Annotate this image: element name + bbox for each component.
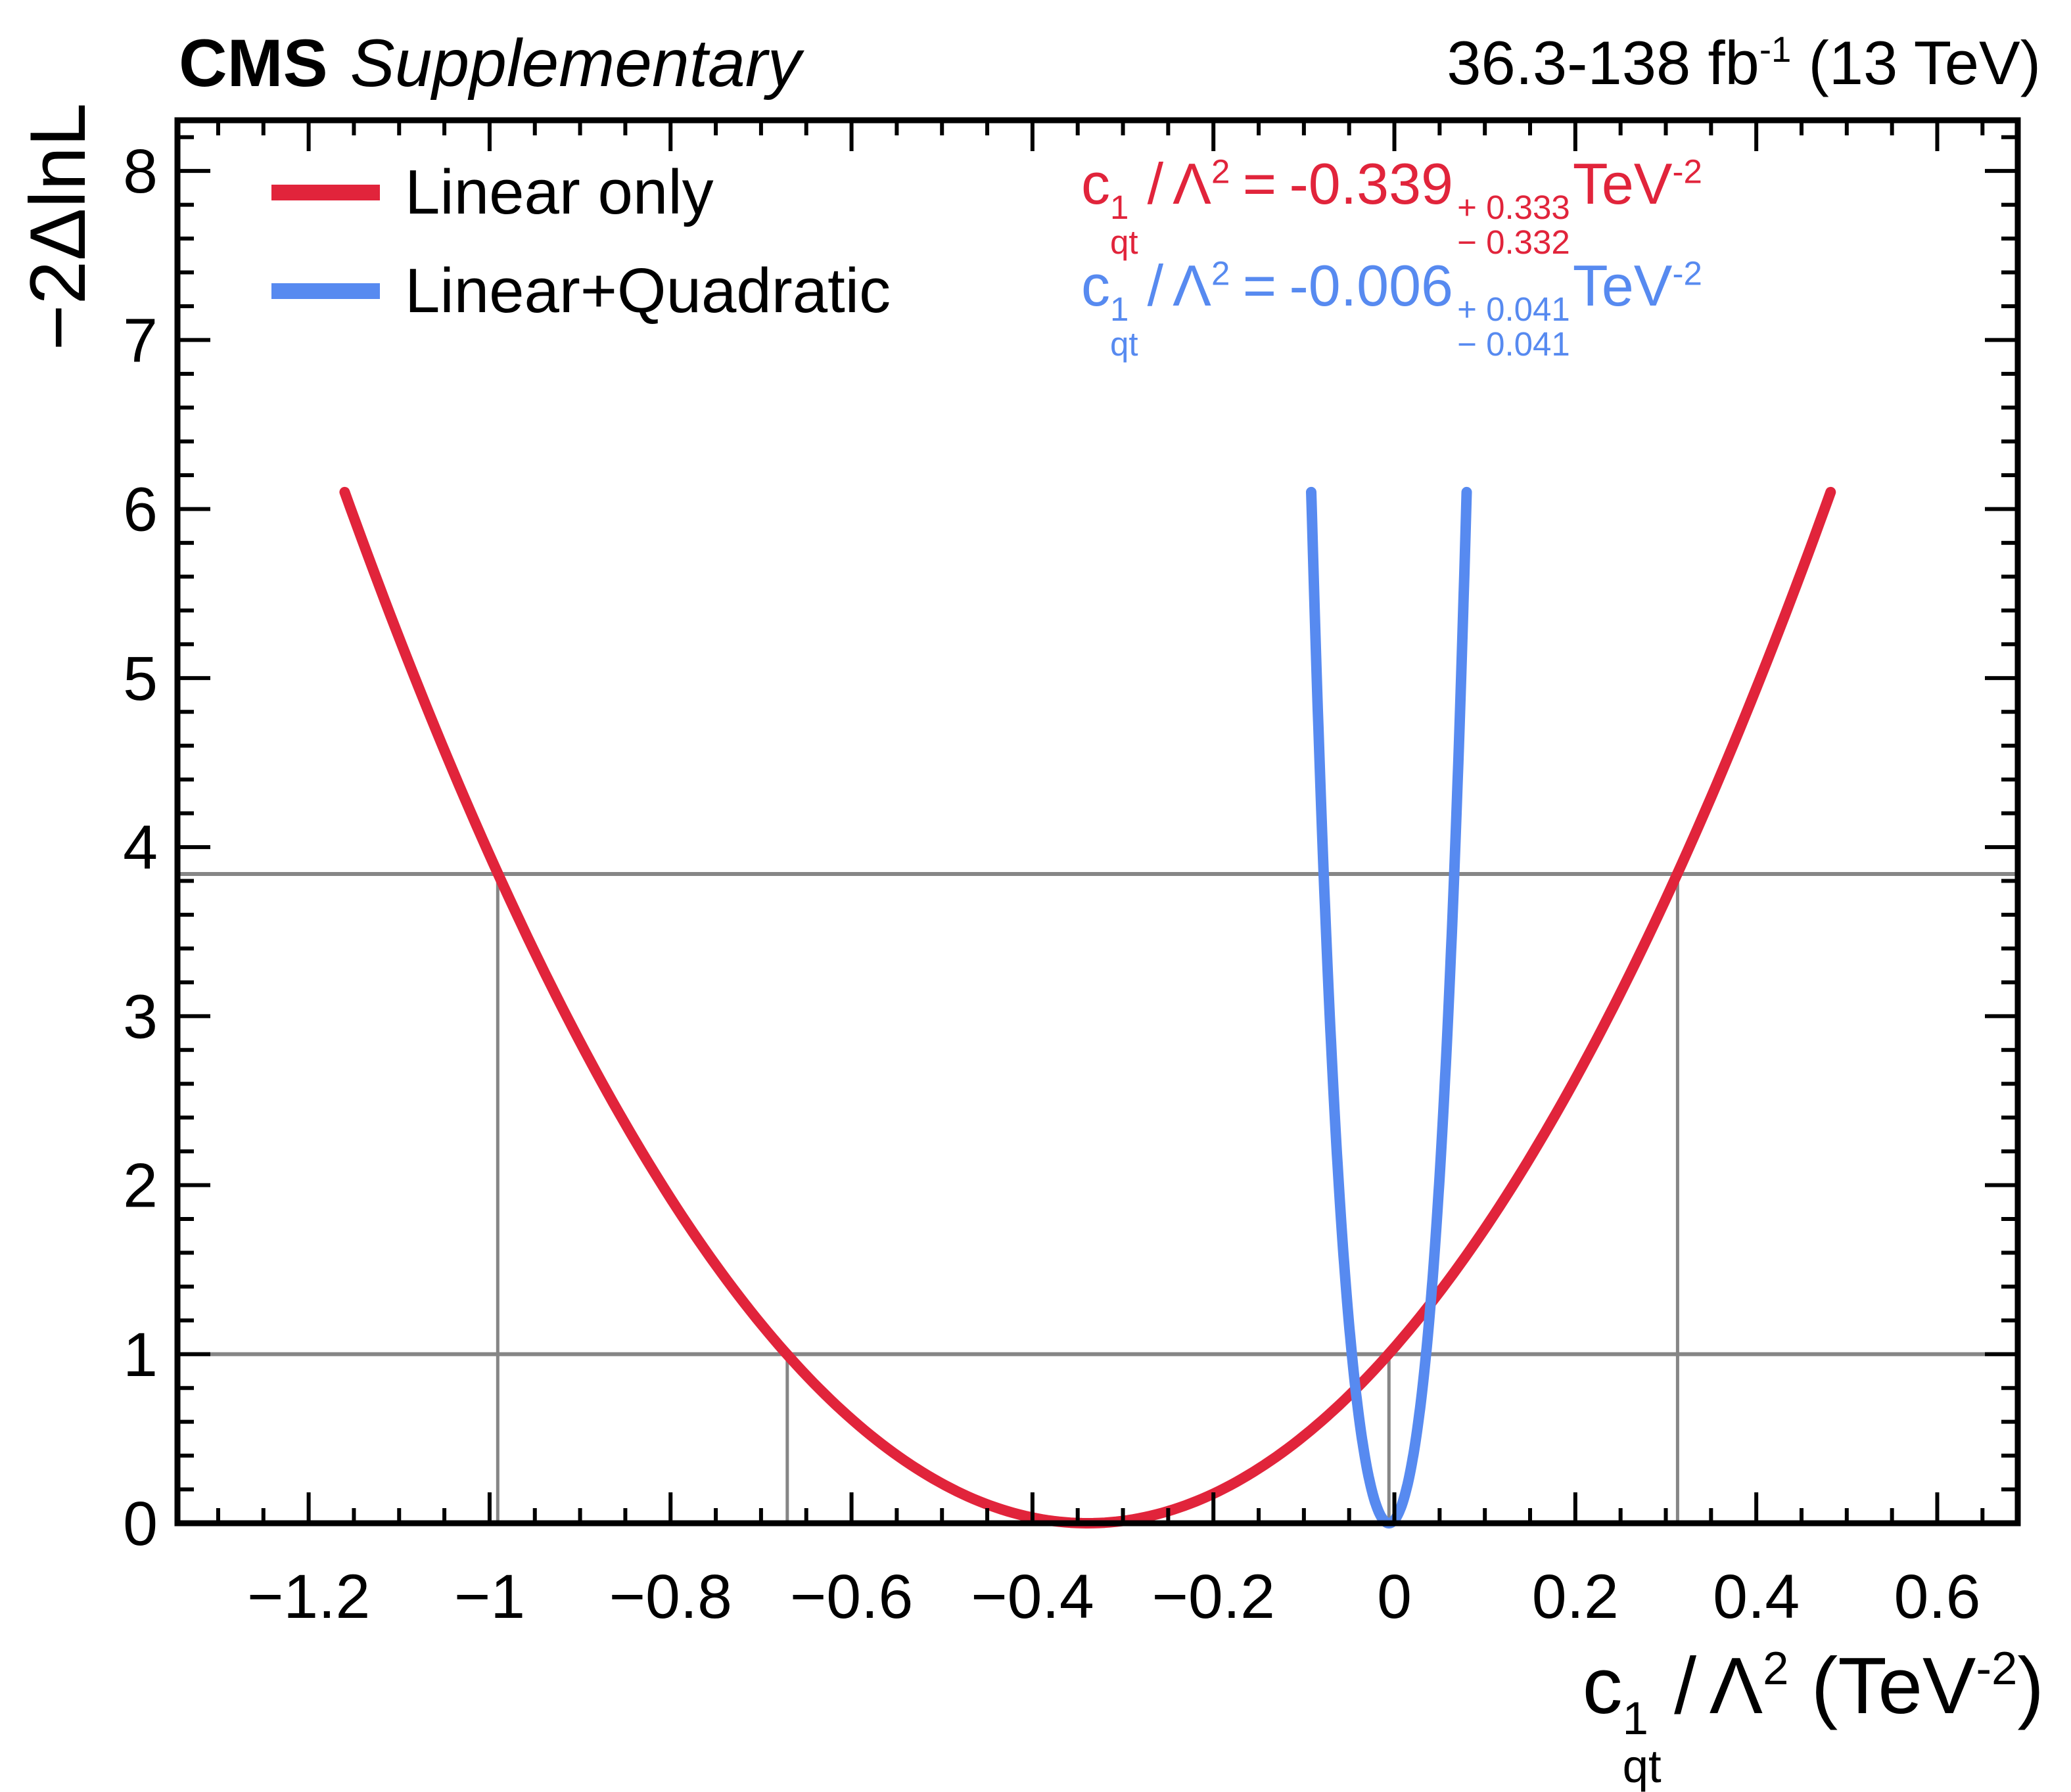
bestfit-value: -0.006 <box>1289 253 1453 318</box>
y-tick-label: 6 <box>123 475 158 545</box>
bestfit-annotation-linear: c 1 qt / Λ2 = -0.339 + 0.333− 0.332 TeV-2 <box>1081 151 1702 262</box>
y-tick-label: 4 <box>123 813 158 883</box>
x-tick-label: 0 <box>1377 1562 1412 1632</box>
coefficient-indices: 1 qt <box>1622 1691 1662 1792</box>
header-left: CMS Supplementary <box>179 25 801 102</box>
y-tick-label: 5 <box>123 644 158 714</box>
lambda-symbol: Λ <box>1709 1641 1763 1730</box>
legend-item-linear-only: Linear only <box>271 160 714 225</box>
x-axis-title: c 1 qt / Λ2 (TeV-2) <box>1582 1641 2044 1792</box>
likelihood-scan-plot: −1.2 −1 −0.8 −0.6 −0.4 −0.2 0 0.2 0.4 0.6 0 1 2 3 4 5 6 7… <box>123 117 2021 1632</box>
x-tick-label: −0.8 <box>609 1562 732 1632</box>
x-tick-label: −0.4 <box>971 1562 1094 1632</box>
supplementary-label: Supplementary <box>350 26 801 101</box>
x-tick-label: −0.6 <box>790 1562 914 1632</box>
y-tick-label: 2 <box>123 1151 158 1221</box>
lumi-text: 36.3-138 fb <box>1447 28 1759 97</box>
legend-label: Linear only <box>405 157 714 227</box>
x-tick-label: −0.2 <box>1152 1562 1275 1632</box>
y-tick-label: 0 <box>123 1489 158 1559</box>
x-tick-label: 0.4 <box>1713 1562 1800 1632</box>
y-tick-label: 8 <box>123 137 158 206</box>
bestfit-value: -0.339 <box>1289 151 1453 216</box>
legend-line-red <box>271 185 380 200</box>
legend-line-blue <box>271 283 380 299</box>
bestfit-annotation-linear-quadratic: c 1 qt / Λ2 = -0.006 + 0.041− 0.041 TeV-2 <box>1081 253 1702 363</box>
x-tick-label: 0.6 <box>1894 1562 1980 1632</box>
y-tick-label: 7 <box>123 306 158 375</box>
uncertainty-stack: + 0.333− 0.332 <box>1457 188 1570 262</box>
y-tick-label: 1 <box>123 1320 158 1390</box>
x-tick-label: −1 <box>454 1562 525 1632</box>
x-tick-label: −1.2 <box>247 1562 371 1632</box>
uncertainty-stack: + 0.041− 0.041 <box>1457 290 1570 363</box>
plot-frame <box>174 117 2021 1527</box>
y-axis-title: −2ΔlnL <box>14 103 102 351</box>
lumi-exponent: -1 <box>1759 30 1792 70</box>
luminosity-energy-label: 36.3-138 fb-1 (13 TeV) <box>1447 29 2041 97</box>
y-tick-label: 3 <box>123 982 158 1051</box>
figure-canvas: { "header": { "experiment": "CMS", "subl… <box>14 25 2044 1791</box>
legend-label: Linear+Quadratic <box>405 256 891 326</box>
legend-item-linear-quadratic: Linear+Quadratic <box>271 258 891 324</box>
energy-text: (13 TeV) <box>1791 28 2041 97</box>
scan-curve-linear-only <box>339 486 1836 1528</box>
cms-label: CMS <box>179 26 328 101</box>
x-tick-label: 0.2 <box>1532 1562 1619 1632</box>
wilson-coefficient-symbol: c <box>1582 1641 1623 1730</box>
